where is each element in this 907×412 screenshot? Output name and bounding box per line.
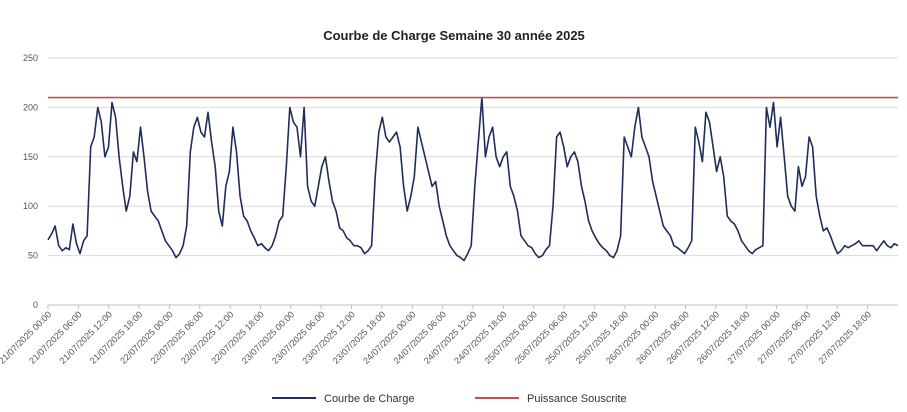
x-tick-label: 25/07/2025 06:00 (513, 309, 570, 366)
legend-label-subscribed-power: Puissance Souscrite (527, 393, 627, 405)
y-tick-label-50: 50 (28, 251, 38, 261)
x-tick-label: 22/07/2025 18:00 (209, 309, 266, 366)
y-tick-label-100: 100 (23, 201, 38, 211)
x-tick-label: 22/07/2025 12:00 (179, 309, 236, 366)
x-tick-label: 23/07/2025 18:00 (331, 309, 388, 366)
x-tick-label: 24/07/2025 18:00 (452, 309, 509, 366)
x-tick-label: 26/07/2025 00:00 (604, 309, 661, 366)
x-tick-label: 24/07/2025 06:00 (391, 309, 448, 366)
x-tick-label: 24/07/2025 00:00 (361, 309, 418, 366)
x-tick-label: 22/07/2025 06:00 (149, 309, 206, 366)
y-tick-label-200: 200 (23, 102, 38, 112)
x-tick-label: 27/07/2025 18:00 (816, 309, 873, 366)
x-tick-label: 26/07/2025 18:00 (695, 309, 752, 366)
y-tick-label-250: 250 (23, 53, 38, 63)
y-tick-label-150: 150 (23, 152, 38, 162)
grid-lines (47, 57, 898, 309)
x-tick-label: 26/07/2025 06:00 (634, 309, 691, 366)
x-tick-label: 26/07/2025 12:00 (665, 309, 722, 366)
y-axis-ticks: 0 50 100 150 200 250 (23, 53, 38, 310)
legend: Courbe de Charge Puissance Souscrite (272, 393, 627, 405)
x-tick-label: 25/07/2025 12:00 (543, 309, 600, 366)
x-tick-label: 23/07/2025 00:00 (240, 309, 297, 366)
legend-label-load-curve: Courbe de Charge (324, 393, 415, 405)
x-tick-label: 25/07/2025 18:00 (574, 309, 631, 366)
x-tick-label: 24/07/2025 12:00 (422, 309, 479, 366)
x-tick-label: 23/07/2025 06:00 (270, 309, 327, 366)
y-tick-label-0: 0 (33, 300, 38, 310)
x-tick-label: 23/07/2025 12:00 (300, 309, 357, 366)
x-tick-label: 25/07/2025 00:00 (483, 309, 540, 366)
series-line-load-curve (47, 96, 899, 262)
x-tick-label: 27/07/2025 00:00 (725, 309, 782, 366)
x-tick-label: 27/07/2025 12:00 (786, 309, 843, 366)
x-tick-label: 21/07/2025 00:00 (0, 309, 53, 366)
x-tick-label: 27/07/2025 06:00 (756, 309, 813, 366)
chart-title: Courbe de Charge Semaine 30 année 2025 (323, 28, 585, 43)
x-tick-label: 21/07/2025 06:00 (27, 309, 84, 366)
x-tick-label: 21/07/2025 12:00 (58, 309, 115, 366)
series-layer (47, 96, 899, 262)
x-tick-label: 21/07/2025 18:00 (88, 309, 145, 366)
x-tick-label: 22/07/2025 00:00 (118, 309, 175, 366)
